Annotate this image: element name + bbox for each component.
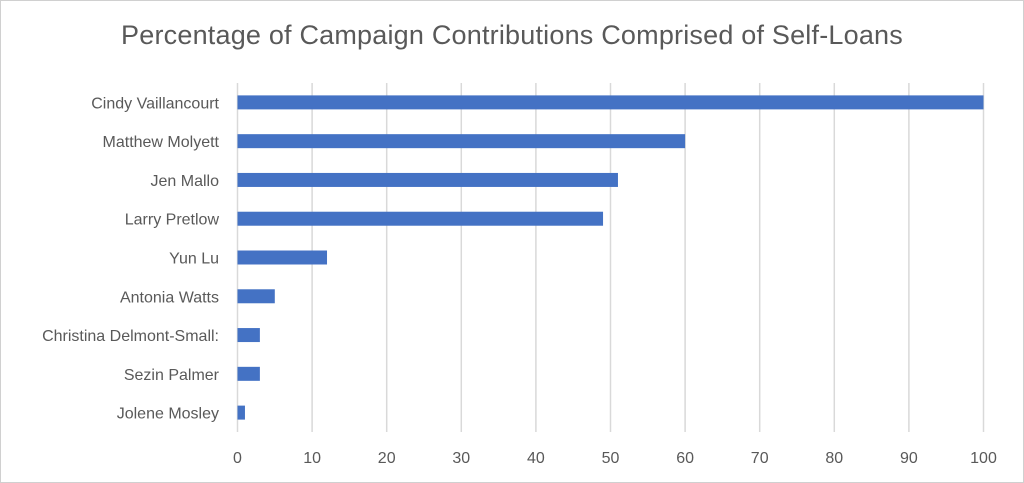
x-tick-label: 100 [970,450,997,467]
category-labels: Cindy Vaillancourt Matthew Molyett Jen Mal… [42,95,220,422]
category-label: Cindy Vaillancourt [91,95,219,112]
x-tick-labels: 0 10 20 30 40 50 60 70 80 90 100 [233,450,997,467]
bar-christina-delmont-small [237,328,260,343]
bar-jolene-mosley [237,405,245,420]
category-label: Antonia Watts [120,289,219,306]
category-label: Christina Delmont-Small: [42,328,219,345]
category-label: Jen Mallo [151,173,220,190]
x-tick-label: 90 [900,450,918,467]
x-tick-label: 30 [452,450,470,467]
x-tick-label: 80 [825,450,843,467]
x-tick-label: 0 [233,450,242,467]
x-tick-label: 60 [676,450,694,467]
category-label: Sezin Palmer [124,367,220,384]
category-label: Matthew Molyett [103,134,220,151]
x-tick-label: 40 [527,450,545,467]
x-tick-label: 20 [378,450,396,467]
x-tick-label: 70 [751,450,769,467]
bar-cindy-vaillancourt [237,95,984,110]
category-label: Yun Lu [169,251,219,268]
bar-matthew-molyett [237,134,686,149]
bars [237,95,984,420]
x-tick-label: 10 [303,450,321,467]
bar-sezin-palmer [237,366,260,381]
bar-antonia-watts [237,289,275,304]
x-tick-label: 50 [602,450,620,467]
bar-yun-lu [237,250,328,265]
category-label: Larry Pretlow [125,212,220,229]
category-label: Jolene Mosley [117,406,219,423]
bar-jen-mallo [237,172,618,187]
chart-title: Percentage of Campaign Contributions Com… [121,20,903,50]
bar-larry-pretlow [237,211,604,226]
